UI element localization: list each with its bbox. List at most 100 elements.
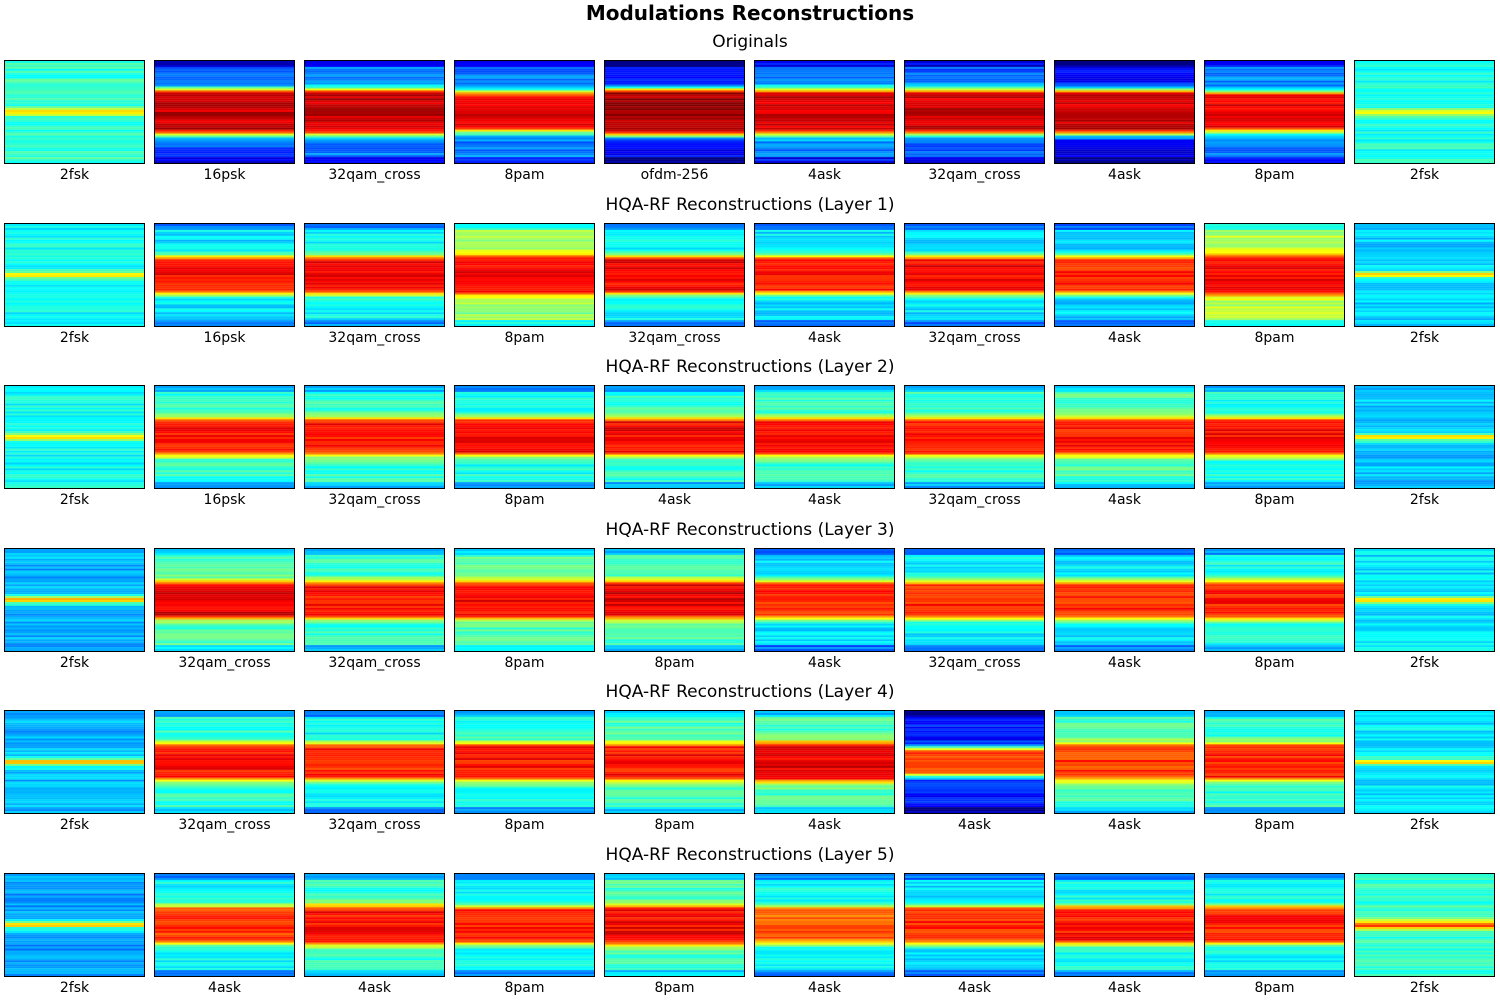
heatmap-stripe: [155, 308, 294, 311]
spectrogram-tile: [1204, 223, 1345, 327]
heatmap-stripe: [755, 603, 894, 606]
heatmap-stripe: [455, 775, 594, 778]
heatmap-stripe: [905, 607, 1044, 610]
heatmap-stripe: [455, 239, 594, 242]
spectrogram-heatmap: [155, 386, 294, 488]
heatmap-stripe: [905, 730, 1044, 733]
heatmap-stripe: [155, 948, 294, 951]
heatmap-stripe: [905, 928, 1044, 931]
heatmap-stripe: [5, 966, 144, 969]
heatmap-stripe: [1355, 909, 1494, 912]
heatmap-stripe: [455, 744, 594, 747]
row-title: HQA-RF Reconstructions (Layer 4): [605, 682, 895, 702]
heatmap-stripe: [5, 273, 144, 276]
heatmap-stripe: [605, 280, 744, 283]
heatmap-stripe: [305, 712, 444, 716]
heatmap-stripe: [1205, 278, 1344, 281]
heatmap-stripe: [155, 974, 294, 976]
heatmap-stripe: [1205, 554, 1344, 557]
heatmap-stripe: [755, 276, 894, 280]
heatmap-stripe: [455, 584, 594, 587]
heatmap-stripe: [755, 389, 894, 392]
heatmap-stripe: [605, 576, 744, 579]
heatmap-stripe: [455, 88, 594, 91]
heatmap-stripe: [1355, 294, 1494, 297]
heatmap-stripe: [1205, 799, 1344, 802]
spectrogram-heatmap: [5, 386, 144, 488]
heatmap-stripe: [5, 261, 144, 264]
heatmap-stripe: [1205, 720, 1344, 723]
heatmap-stripe: [305, 431, 444, 434]
heatmap-stripe: [155, 726, 294, 729]
heatmap-stripe: [455, 61, 594, 64]
spectrogram-heatmap: [605, 224, 744, 326]
heatmap-stripe: [455, 734, 594, 737]
heatmap-stripe: [1055, 78, 1194, 81]
heatmap-stripe: [455, 942, 594, 945]
heatmap-stripe: [605, 736, 744, 739]
heatmap-stripe: [455, 106, 594, 109]
heatmap-stripe: [5, 803, 144, 806]
heatmap-stripe: [755, 247, 894, 250]
heatmap-stripe: [905, 881, 1044, 884]
heatmap-stripe: [1205, 139, 1344, 142]
heatmap-stripe: [755, 917, 894, 920]
heatmap-stripe: [155, 145, 294, 148]
heatmap-stripe: [1355, 147, 1494, 150]
heatmap-stripe: [305, 639, 444, 642]
heatmap-stripe: [1205, 444, 1344, 447]
heatmap-stripe: [905, 110, 1044, 113]
heatmap-stripe: [1055, 257, 1194, 260]
heatmap-stripe: [305, 84, 444, 87]
spectrogram-heatmap: [1205, 549, 1344, 651]
heatmap-stripe: [5, 972, 144, 975]
heatmap-stripe: [455, 423, 594, 426]
heatmap-stripe: [305, 466, 444, 469]
heatmap-stripe: [1355, 474, 1494, 477]
heatmap-stripe: [455, 460, 594, 463]
heatmap-stripe: [305, 427, 444, 430]
heatmap-stripe: [5, 472, 144, 475]
heatmap-stripe: [1205, 88, 1344, 91]
spectrogram-heatmap: [455, 386, 594, 488]
heatmap-stripe: [905, 70, 1044, 73]
heatmap-stripe: [305, 275, 444, 278]
heatmap-stripe: [5, 237, 144, 240]
heatmap-stripe: [1355, 320, 1494, 323]
heatmap-stripe: [455, 308, 594, 311]
heatmap-stripe: [5, 267, 144, 270]
heatmap-stripe: [1205, 407, 1344, 410]
heatmap-stripe: [1355, 883, 1494, 886]
heatmap-stripe: [905, 454, 1044, 457]
tile-label: 32qam_cross: [178, 655, 271, 671]
heatmap-stripe: [1355, 643, 1494, 646]
heatmap-stripe: [5, 76, 144, 79]
heatmap-stripe: [905, 231, 1044, 234]
heatmap-stripe: [1205, 631, 1344, 634]
heatmap-stripe: [305, 76, 444, 79]
heatmap-stripe: [1055, 464, 1194, 467]
heatmap-stripe: [305, 946, 444, 949]
heatmap-stripe: [305, 901, 444, 904]
heatmap-stripe: [905, 429, 1044, 432]
heatmap-stripe: [755, 419, 894, 422]
heatmap-stripe: [605, 273, 744, 276]
heatmap-stripe: [155, 899, 294, 902]
heatmap-stripe: [905, 913, 1044, 916]
heatmap-stripe: [605, 76, 744, 79]
heatmap-stripe: [5, 805, 144, 808]
heatmap-stripe: [1055, 74, 1194, 77]
heatmap-stripe: [1055, 711, 1194, 714]
heatmap-stripe: [1205, 411, 1344, 414]
heatmap-stripe: [755, 773, 894, 776]
heatmap-stripe: [455, 318, 594, 321]
heatmap-stripe: [1355, 760, 1494, 763]
heatmap-stripe: [155, 594, 294, 597]
heatmap-stripe: [155, 940, 294, 943]
heatmap-stripe: [905, 393, 1044, 396]
heatmap-stripe: [155, 881, 294, 884]
heatmap-stripe: [455, 403, 594, 406]
heatmap-stripe: [155, 732, 294, 735]
heatmap-stripe: [1055, 427, 1194, 430]
heatmap-stripe: [305, 592, 444, 595]
